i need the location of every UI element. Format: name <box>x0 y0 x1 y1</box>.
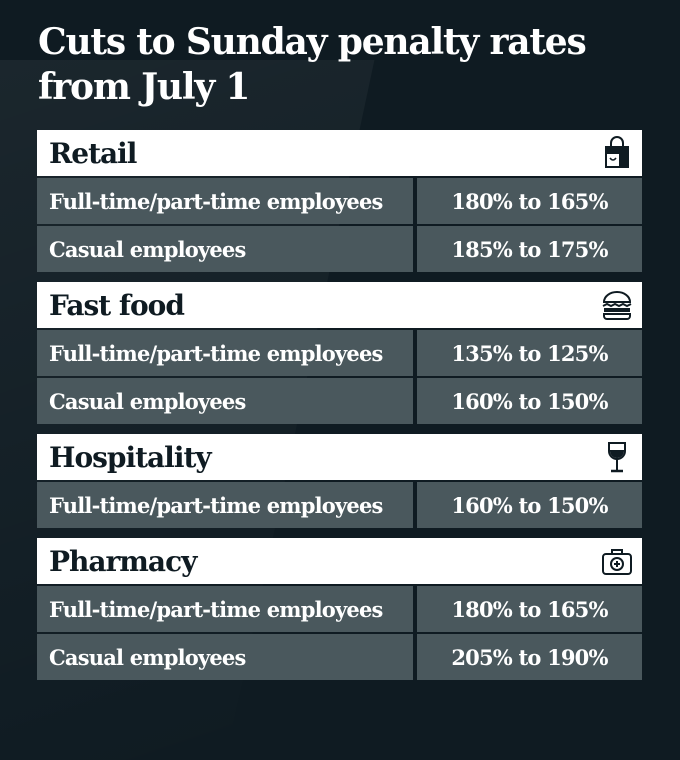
table-row: Full-time/part-time employees 180% to 165… <box>37 178 642 224</box>
first-aid-kit-icon <box>602 549 632 575</box>
burger-icon <box>602 291 632 320</box>
page-title: Cuts to Sunday penalty rates from July 1 <box>38 20 587 110</box>
wine-glass-icon <box>608 442 626 473</box>
section-title: Hospitality <box>49 440 212 474</box>
table-row: Full-time/part-time employees 180% to 165… <box>37 586 642 632</box>
employee-type: Full-time/part-time employees <box>37 586 413 632</box>
section-title: Fast food <box>49 288 185 322</box>
employee-type: Casual employees <box>37 634 413 680</box>
title-line-2: from July 1 <box>38 66 250 108</box>
section-hospitality: Hospitality Full-time/part-time employee… <box>37 434 642 528</box>
section-header: Fast food <box>37 282 642 328</box>
rate-change: 205% to 190% <box>417 634 642 680</box>
employee-type: Full-time/part-time employees <box>37 330 413 376</box>
employee-type: Casual employees <box>37 226 413 272</box>
section-title: Pharmacy <box>49 544 197 578</box>
table-row: Casual employees 205% to 190% <box>37 634 642 680</box>
rate-change: 160% to 150% <box>417 378 642 424</box>
employee-type: Full-time/part-time employees <box>37 482 413 528</box>
shopping-bag-icon <box>605 136 629 168</box>
section-header: Hospitality <box>37 434 642 480</box>
rate-change: 180% to 165% <box>417 586 642 632</box>
section-title: Retail <box>49 136 137 170</box>
table-row: Full-time/part-time employees 160% to 150… <box>37 482 642 528</box>
section-header: Pharmacy <box>37 538 642 584</box>
employee-type: Casual employees <box>37 378 413 424</box>
section-pharmacy: Pharmacy Full-time/part-time employees 18… <box>37 538 642 680</box>
section-header: Retail <box>37 130 642 176</box>
penalty-rates-table: Retail Full-time/part-time employees 180%… <box>37 130 642 690</box>
section-fast-food: Fast food Full-time/part-time employees 1… <box>37 282 642 424</box>
table-row: Casual employees 160% to 150% <box>37 378 642 424</box>
rate-change: 160% to 150% <box>417 482 642 528</box>
table-row: Casual employees 185% to 175% <box>37 226 642 272</box>
table-row: Full-time/part-time employees 135% to 125… <box>37 330 642 376</box>
section-retail: Retail Full-time/part-time employees 180%… <box>37 130 642 272</box>
rate-change: 135% to 125% <box>417 330 642 376</box>
rate-change: 180% to 165% <box>417 178 642 224</box>
employee-type: Full-time/part-time employees <box>37 178 413 224</box>
title-line-1: Cuts to Sunday penalty rates <box>38 21 587 63</box>
rate-change: 185% to 175% <box>417 226 642 272</box>
